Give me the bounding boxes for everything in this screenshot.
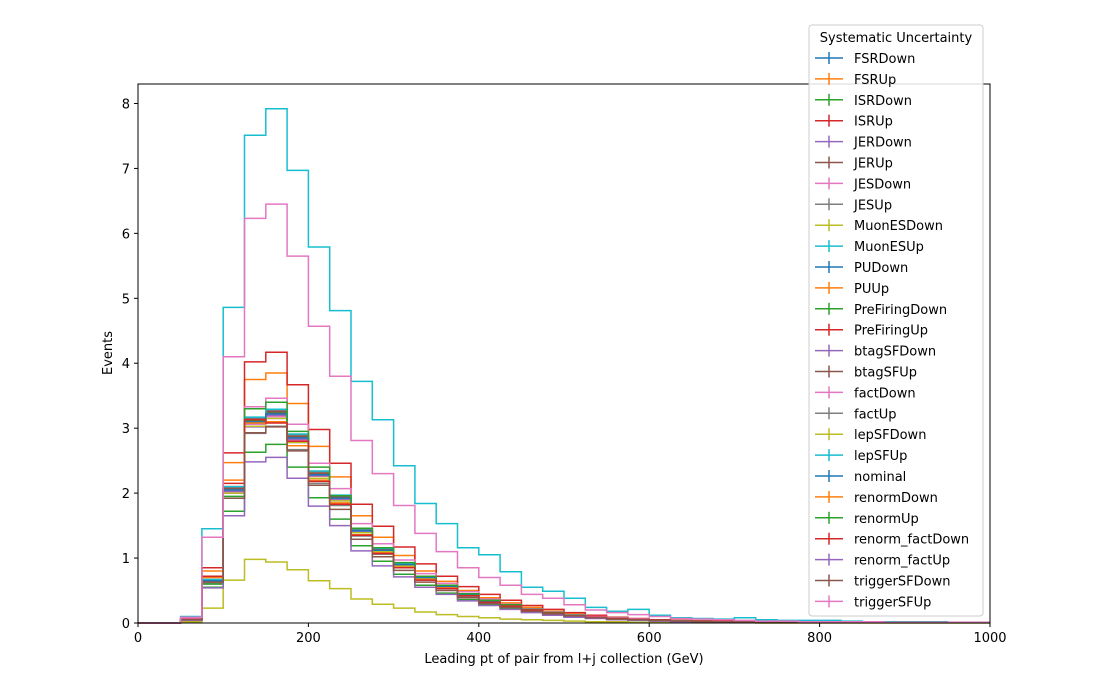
legend-item: btagSFDown [815,344,936,360]
legend-box [808,24,984,617]
legend-item: renormUp [815,511,919,527]
legend-label: renormUp [854,512,919,527]
legend-item: JESUp [815,198,892,213]
legend-label: PUUp [854,282,889,297]
legend-label: renorm_factDown [854,533,969,548]
series-triggerSFDown [138,426,990,624]
legend-label: nominal [854,470,906,485]
legend-item: JESDown [815,177,911,192]
legend-label: factDown [854,386,916,401]
legend-label: PreFiringDown [854,303,947,318]
legend-label: ISRDown [854,94,912,109]
legend-item: PreFiringUp [815,323,928,339]
legend-item: nominal [815,470,906,485]
legend-item: MuonESDown [815,219,943,234]
legend-label: JESUp [853,198,892,213]
legend-item: FSRDown [815,52,915,67]
x-tick-label: 200 [296,631,321,646]
legend-label: JESDown [853,177,911,192]
y-tick-label: 8 [122,97,130,112]
legend-label: factUp [854,407,897,422]
x-tick-label: 600 [637,631,662,646]
legend-label: btagSFDown [854,345,936,360]
y-tick-label: 5 [122,292,130,307]
y-tick-label: 3 [122,422,130,437]
x-tick-label: 0 [134,631,142,646]
legend-label: PreFiringUp [854,324,928,339]
legend-item: JERUp [815,156,893,172]
legend-item: btagSFUp [815,365,917,381]
legend-label: MuonESUp [854,240,924,255]
legend-item: factUp [815,407,897,422]
legend-label: JERDown [853,136,912,151]
legend-item: renorm_factUp [815,553,950,569]
legend-label: triggerSFDown [854,575,950,590]
legend-label: lepSFUp [854,449,907,464]
y-tick-label: 1 [122,552,130,567]
legend-label: FSRDown [854,52,915,67]
legend-item: JERDown [815,135,912,151]
legend-item: renorm_factDown [815,532,969,548]
y-tick-label: 7 [122,162,130,177]
x-axis-label: Leading pt of pair from l+j collection (… [424,652,703,667]
legend-item: factDown [815,386,916,401]
legend-item: ISRDown [815,93,912,109]
x-tick-label: 400 [466,631,491,646]
legend-item: lepSFDown [815,428,926,443]
legend-entries: FSRDown FSRUp ISRDown ISRUp JERDown JERUp JESD… [815,52,969,610]
legend-label: ISRUp [854,115,893,130]
legend-item: triggerSFDown [815,574,950,590]
x-tick-label: 1000 [973,631,1006,646]
legend-item: ISRUp [815,114,893,130]
y-tick-label: 4 [122,357,130,372]
legend-item: PUDown [815,261,908,276]
y-tick-label: 0 [122,617,130,632]
legend-label: MuonESDown [854,219,943,234]
axes-frame [137,83,991,624]
legend-item: FSRUp [815,72,896,88]
series-triggerSFUp [138,203,990,624]
legend-item: PreFiringDown [815,302,947,318]
y-tick-label: 6 [122,227,130,242]
series-layer [138,107,990,624]
legend-item: PUUp [815,281,889,297]
legend-item: MuonESUp [815,240,924,255]
legend-label: triggerSFUp [854,595,931,610]
legend-item: triggerSFUp [815,595,931,610]
legend-label: renorm_factUp [854,554,950,569]
legend-label: PUDown [854,261,908,276]
y-axis-ticks: 0 1 2 3 4 5 6 7 8 [122,97,138,632]
legend-label: btagSFUp [854,366,917,381]
legend-item: lepSFUp [815,449,907,464]
legend-label: JERUp [853,157,893,172]
legend-label: FSRUp [854,73,896,88]
y-tick-label: 2 [122,487,130,502]
legend: Systematic Uncertainty FSRDown FSRUp ISRDo… [808,24,984,617]
legend-label: renormDown [854,491,938,506]
legend-label: lepSFDown [854,428,926,443]
legend-item: renormDown [815,490,938,506]
legend-title: Systematic Uncertainty [820,31,973,46]
x-axis-ticks: 0 200 400 600 800 1000 [134,623,1007,646]
x-tick-label: 800 [807,631,832,646]
y-axis-label: Events [101,331,116,375]
